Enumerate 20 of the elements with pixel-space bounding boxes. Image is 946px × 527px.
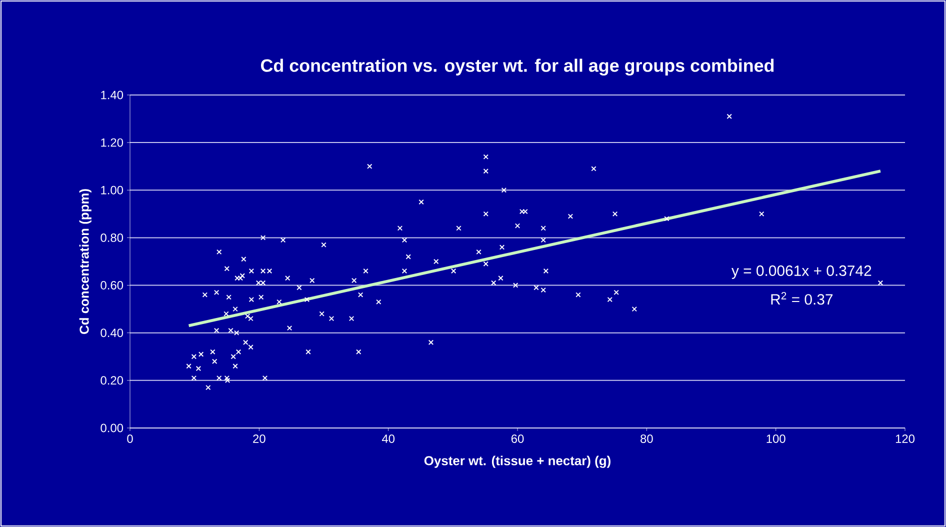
y-tick-label: 0.00: [100, 424, 124, 432]
y-tick-label: 0.60: [100, 281, 124, 290]
x-tick-label: 60: [511, 434, 524, 443]
x-tick-label: 40: [382, 434, 395, 443]
x-axis-title: Oyster wt. (tissue + nectar) (g): [424, 456, 610, 468]
x-tick-label: 80: [640, 434, 653, 443]
y-tick-label: 1.20: [101, 138, 124, 147]
annotation: y = 0.0061x + 0.3742: [731, 265, 872, 279]
y-axis-title: Cd concentration (ppm): [79, 189, 92, 334]
y-tick-label: 1.00: [101, 186, 124, 194]
y-tick-label: 0.20: [100, 376, 124, 385]
y-tick-label: 1.40: [101, 90, 124, 100]
annotation: R$^{2}$ = 0.37: [771, 292, 833, 305]
x-tick-label: 120: [896, 434, 915, 443]
chart-title: Cd concentration vs. oyster wt. for all age groups combined: [261, 58, 774, 76]
x-tick-label: 20: [253, 434, 266, 443]
y-tick-label: 0.80: [100, 233, 124, 242]
x-tick-label: 100: [766, 434, 786, 443]
y-tick-label: 0.40: [100, 328, 124, 338]
x-tick-label: 0: [127, 434, 133, 443]
